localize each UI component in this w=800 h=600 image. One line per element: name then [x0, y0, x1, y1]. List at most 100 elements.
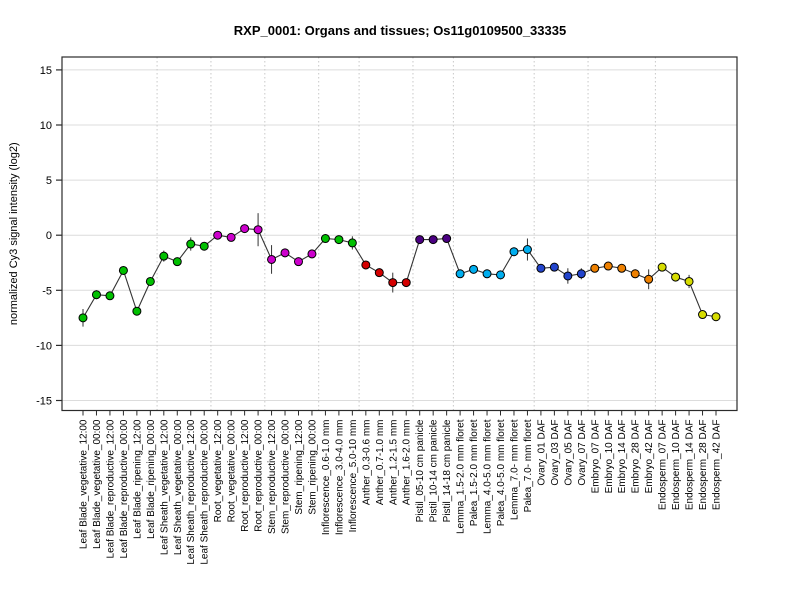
- data-point: [536, 263, 546, 273]
- data-point: [401, 278, 411, 288]
- data-point: [671, 272, 681, 282]
- data-point: [563, 271, 573, 281]
- x-tick-label: Embryo_28 DAF: [631, 420, 642, 494]
- data-point: [91, 290, 101, 300]
- data-point: [711, 312, 721, 322]
- data-point: [361, 260, 371, 270]
- data-point: [644, 274, 654, 284]
- x-tick-label: Pistil_14-18 cm panicle: [442, 419, 453, 522]
- data-point: [509, 247, 519, 257]
- h-gridlines: [62, 69, 737, 401]
- data-point: [455, 269, 465, 279]
- data-point: [549, 262, 559, 272]
- x-tick-label: Anther_1.2-1.5 mm: [388, 420, 399, 506]
- data-point: [347, 238, 357, 248]
- data-point: [78, 313, 88, 323]
- x-tick-label: Embryo_42 DAF: [644, 420, 655, 494]
- x-tick-label: Palea_7.0- mm floret: [523, 419, 534, 512]
- data-point: [522, 245, 532, 255]
- x-tick-label: Palea_4.0-5.0 mm floret: [496, 419, 507, 526]
- x-tick-label: Palea_1.5-2.0 mm floret: [469, 419, 480, 526]
- x-tick-label: Ovary_01 DAF: [536, 420, 547, 486]
- x-tick-label: Leaf Sheath_reproductive_00:00: [200, 419, 211, 565]
- data-point: [253, 225, 263, 235]
- x-tick-label: Embryo_14 DAF: [617, 420, 628, 494]
- plot-border: [61, 56, 738, 412]
- data-line: [82, 228, 717, 319]
- x-tick-label: Leaf Blade_reproductive_00:00: [119, 419, 130, 558]
- y-tick-label: 5: [46, 175, 52, 187]
- data-point: [388, 278, 398, 288]
- data-point: [630, 269, 640, 279]
- data-point: [226, 232, 236, 242]
- data-point: [684, 276, 694, 286]
- data-point: [186, 239, 196, 249]
- x-tick-label: Leaf Blade_vegetative_00:00: [92, 419, 103, 549]
- y-axis: -15 -10 -5 0 5 10 15: [36, 65, 62, 408]
- x-tick-label: Inflorescence_3.0-4.0 mm: [334, 420, 345, 536]
- x-tick-label: Anther_0.7-1.0 mm: [375, 420, 386, 506]
- data-point: [442, 234, 452, 244]
- x-tick-label: Stem_ripening_12:00: [294, 419, 305, 515]
- data-point: [293, 257, 303, 267]
- x-tick-label: Leaf Blade_ripening_12:00: [132, 419, 143, 539]
- x-tick-label: Ovary_03 DAF: [550, 420, 561, 486]
- x-tick-label: Endosperm_10 DAF: [671, 420, 682, 511]
- x-tick-label: Endosperm_42 DAF: [712, 420, 723, 511]
- x-tick-label: Leaf Blade_ripening_00:00: [146, 419, 157, 539]
- x-tick-label: Stem_ripening_00:00: [307, 419, 318, 515]
- data-point: [132, 306, 142, 316]
- x-tick-label: Ovary_07 DAF: [577, 420, 588, 486]
- data-point: [428, 235, 438, 245]
- data-point: [172, 257, 182, 267]
- x-tick-label: Embryo_07 DAF: [590, 420, 601, 494]
- x-tick-label: Endosperm_07 DAF: [658, 420, 669, 511]
- y-tick-label: 0: [46, 230, 52, 242]
- x-tick-label: Embryo_10 DAF: [604, 420, 615, 494]
- x-tick-label: Stem_reproductive_00:00: [281, 419, 292, 534]
- data-point: [280, 248, 290, 258]
- group-dividers: [156, 57, 656, 411]
- data-point: [334, 235, 344, 245]
- y-tick-label: -15: [36, 396, 52, 408]
- x-tick-label: Inflorescence_0.6-1.0 mm: [321, 420, 332, 536]
- x-tick-label: Pistil_10-14 cm panicle: [429, 419, 440, 522]
- data-point: [159, 251, 169, 261]
- data-point: [213, 230, 223, 240]
- x-tick-label: Root_vegetative_00:00: [227, 419, 238, 522]
- data-point: [603, 261, 613, 271]
- data-point: [374, 268, 384, 278]
- data-point: [320, 234, 330, 244]
- y-tick-label: -5: [42, 285, 52, 297]
- x-tick-label: Leaf Sheath_vegetative_00:00: [173, 419, 184, 555]
- x-tick-label: Lemma_7.0- mm floret: [509, 419, 520, 520]
- x-tick-label: Anther_1.6-2.0 mm: [402, 420, 413, 506]
- data-point: [105, 291, 115, 301]
- data-point: [307, 249, 317, 259]
- data-points: [78, 224, 721, 323]
- x-tick-label: Root_reproductive_12:00: [240, 419, 251, 532]
- data-point: [469, 264, 479, 274]
- data-point: [267, 254, 277, 264]
- x-tick-label: Root_reproductive_00:00: [254, 419, 265, 532]
- x-tick-label: Leaf Blade_reproductive_12:00: [105, 419, 116, 558]
- y-tick-label: 15: [40, 65, 52, 77]
- data-point: [415, 235, 425, 245]
- x-tick-label: Inflorescence_5.0-10 mm: [348, 420, 359, 533]
- data-point: [482, 269, 492, 279]
- x-tick-label: Stem_reproductive_12:00: [267, 419, 278, 534]
- x-tick-label: Endosperm_28 DAF: [698, 420, 709, 511]
- data-point: [145, 276, 155, 286]
- x-tick-label: Root_vegetative_12:00: [213, 419, 224, 522]
- y-axis-label: normalized Cy3 signal intensity (log2): [8, 142, 20, 325]
- x-tick-label: Endosperm_14 DAF: [685, 420, 696, 511]
- data-point: [496, 270, 506, 280]
- chart-title: RXP_0001: Organs and tissues; Os11g01095…: [233, 23, 567, 38]
- data-point: [590, 263, 600, 273]
- x-tick-label: Lemma_1.5-2.0 mm floret: [456, 419, 467, 534]
- data-point: [240, 224, 250, 234]
- y-tick-label: 10: [40, 120, 52, 132]
